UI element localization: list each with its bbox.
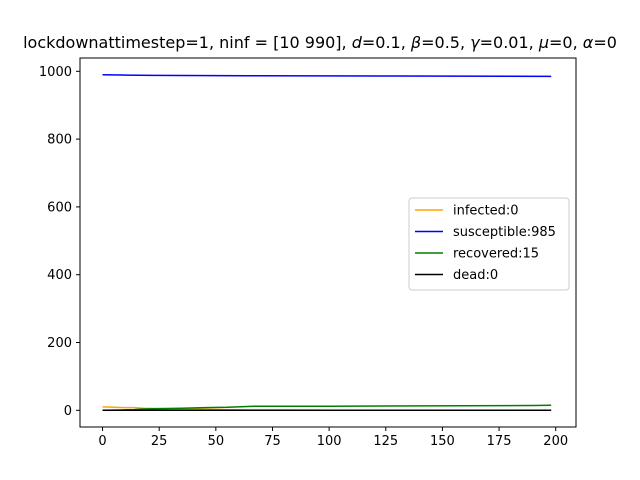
legend-label: susceptible:985 bbox=[453, 225, 556, 240]
x-tick-label: 150 bbox=[430, 434, 455, 449]
chart-title-part: α bbox=[583, 33, 594, 52]
chart-title-part: =0 bbox=[593, 33, 617, 52]
legend-label: dead:0 bbox=[453, 268, 498, 283]
x-axis: 0 25 50 75 100 125 150 175 200 bbox=[98, 427, 568, 449]
y-tick-label: 400 bbox=[47, 268, 72, 283]
legend-label: infected:0 bbox=[453, 204, 519, 219]
y-tick-label: 600 bbox=[47, 200, 72, 215]
x-tick-label: 100 bbox=[317, 434, 342, 449]
plot-area-frame bbox=[79, 57, 577, 428]
y-tick-label: 1000 bbox=[39, 65, 72, 80]
chart-title-part: β bbox=[410, 33, 421, 52]
y-tick-label: 800 bbox=[47, 133, 72, 148]
chart-title-part: lockdownattimestep=1, ninf = [10 990], bbox=[23, 33, 352, 52]
chart-title: lockdownattimestep=1, ninf = [10 990], d… bbox=[23, 33, 617, 52]
x-tick-label: 75 bbox=[264, 434, 281, 449]
chart-title-part: =0, bbox=[549, 33, 583, 52]
chart-title-part: =0.01, bbox=[480, 33, 539, 52]
legend: infected:0 susceptible:985 recovered:15 dea… bbox=[408, 197, 570, 291]
chart-title-part: =0.1, bbox=[362, 33, 411, 52]
legend-label: recovered:15 bbox=[453, 247, 539, 262]
series-line-susceptible bbox=[102, 73, 552, 78]
x-tick-label: 200 bbox=[543, 434, 568, 449]
x-tick-label: 175 bbox=[487, 434, 512, 449]
x-tick-label: 25 bbox=[151, 434, 168, 449]
chart-title-part: γ bbox=[470, 33, 481, 52]
y-tick-label: 0 bbox=[64, 404, 72, 419]
series-layer bbox=[102, 73, 552, 412]
legend-box bbox=[408, 197, 570, 291]
x-tick-label: 125 bbox=[373, 434, 398, 449]
chart-title-part: d bbox=[352, 33, 363, 52]
x-tick-label: 0 bbox=[98, 434, 106, 449]
chart-title-part: μ bbox=[538, 33, 549, 52]
y-tick-label: 200 bbox=[47, 336, 72, 351]
x-tick-label: 50 bbox=[208, 434, 225, 449]
chart-title-part: =0.5, bbox=[421, 33, 470, 52]
y-axis: 0 200 400 600 800 1000 bbox=[39, 65, 80, 419]
